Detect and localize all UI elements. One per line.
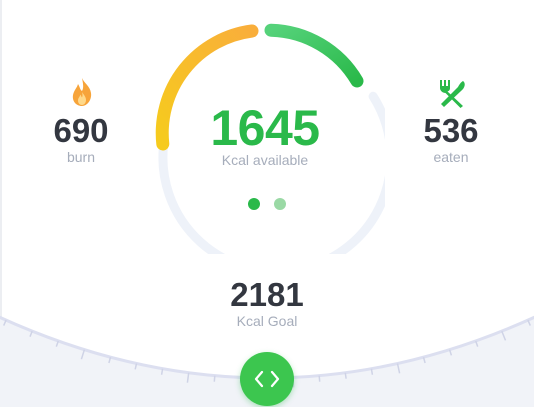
ruler-tick bbox=[318, 375, 321, 382]
ruler-tick bbox=[474, 340, 479, 347]
ruler-tick bbox=[108, 357, 112, 364]
pager-dot-2[interactable] bbox=[274, 198, 286, 210]
kcal-goal-value: 2181 bbox=[230, 276, 304, 313]
gauge-track bbox=[158, 91, 385, 254]
burn-value: 690 bbox=[53, 112, 109, 149]
flame-icon bbox=[72, 78, 92, 106]
eaten-value: 536 bbox=[423, 112, 479, 149]
ruler-tick bbox=[422, 357, 426, 364]
ruler-tick bbox=[160, 368, 164, 375]
calorie-ring-gauge bbox=[155, 23, 385, 254]
eaten-label: eaten bbox=[433, 149, 469, 165]
burn-label: burn bbox=[66, 149, 96, 165]
ruler-tick bbox=[80, 349, 86, 360]
fork-knife-icon bbox=[440, 80, 465, 108]
left-divider bbox=[0, 0, 2, 407]
goal-slider-handle[interactable] bbox=[240, 352, 294, 406]
ruler-tick bbox=[3, 319, 7, 326]
pager-dot-1[interactable] bbox=[248, 198, 260, 210]
ruler-tick bbox=[501, 330, 507, 341]
ruler-tick bbox=[448, 349, 453, 356]
ruler-tick bbox=[396, 363, 401, 374]
ruler-tick bbox=[186, 372, 190, 383]
ruler-tick bbox=[134, 363, 138, 370]
ruler-background bbox=[0, 317, 534, 407]
ruler-tick bbox=[527, 319, 531, 326]
kcal-available-value: 1645 bbox=[210, 100, 320, 156]
gauge-segment-burn bbox=[155, 24, 259, 151]
ruler-tick bbox=[55, 340, 60, 347]
kcal-available-label: Kcal available bbox=[221, 152, 309, 168]
ruler-tick bbox=[213, 375, 216, 382]
chevron-left-right-icon bbox=[254, 370, 280, 388]
ruler-tick bbox=[370, 368, 374, 375]
kcal-goal-label: Kcal Goal bbox=[236, 313, 298, 329]
gauge-segment-eaten bbox=[264, 23, 364, 88]
ruler-tick bbox=[29, 330, 33, 337]
ruler-tick bbox=[344, 372, 347, 379]
